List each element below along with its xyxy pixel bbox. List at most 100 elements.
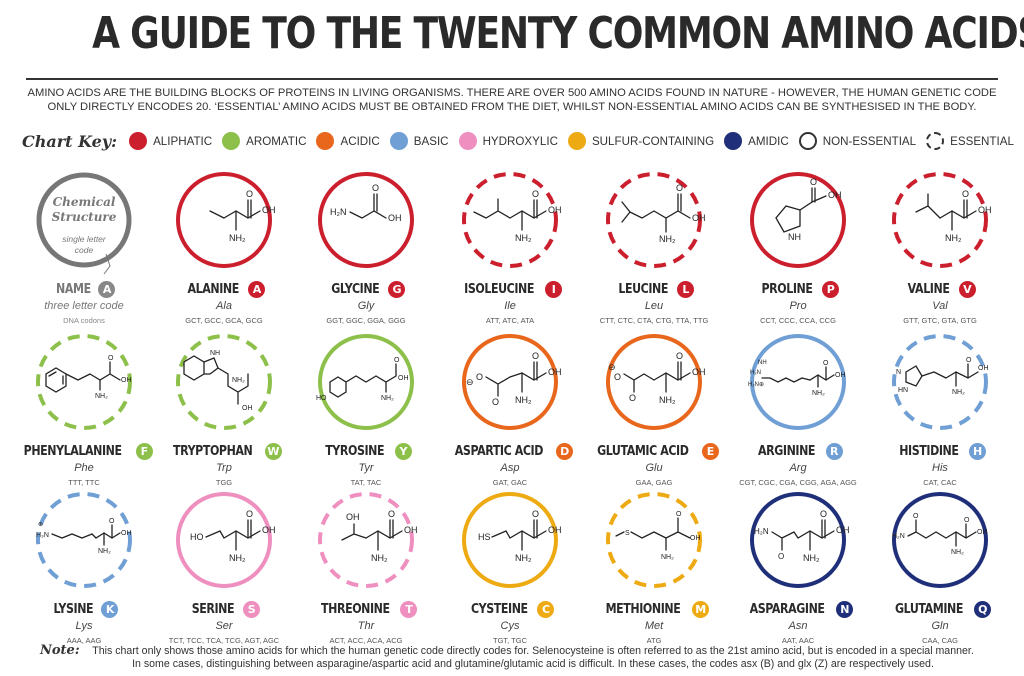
structure-icon: HS OH O NH₂ (462, 492, 562, 588)
acid-name-text: ASPARAGINE (749, 602, 825, 617)
svg-text:O: O (532, 351, 539, 361)
key-swatch-icon (567, 132, 586, 150)
letter-badge: A (248, 281, 266, 298)
letter-badge: I (545, 281, 563, 298)
chart-key: Chart Key: ALIPHATIC AROMATIC ACIDIC BASIC H… (22, 128, 1014, 154)
acid-name-text: VALINE (908, 282, 950, 297)
structure-icon: H₃N ⊕ OH O NH₂ (36, 492, 132, 588)
acid-name-text: ALANINE (187, 282, 239, 297)
svg-text:OH: OH (262, 525, 276, 535)
dna-codons: CGT, CGC, CGA, CGG, AGA, AGG (739, 478, 857, 487)
legend-name: NAME A (4, 281, 164, 298)
three-letter-code: Asp (500, 462, 520, 474)
key-item-essential: ESSENTIAL (926, 132, 1014, 150)
svg-text:HN: HN (898, 387, 908, 394)
acid-name: ALANINE A (144, 281, 304, 298)
acid-name-text: ASPARTIC ACID (454, 444, 544, 459)
svg-text:O: O (810, 177, 817, 187)
dna-codons: TGT, TGC (492, 636, 528, 645)
three-letter-code: Ile (504, 300, 516, 312)
dna-codons: AAT, AAC (781, 636, 815, 645)
dna-codons: TCT, TCC, TCA, TCG, AGT, AGC (168, 636, 280, 645)
svg-text:O: O (246, 189, 253, 199)
letter-badge: T (400, 601, 418, 618)
svg-text:OH: OH (978, 365, 989, 372)
structure-icon: S OH O NH₂ (606, 492, 702, 588)
svg-text:O: O (388, 509, 395, 519)
letter-badge: Q (974, 601, 992, 618)
key-label: ALIPHATIC (153, 134, 213, 148)
acid-name: ASPARTIC ACID D (430, 443, 590, 460)
key-swatch-icon (724, 132, 743, 150)
svg-text:⊖: ⊖ (466, 377, 474, 387)
svg-text:NH₂: NH₂ (952, 389, 965, 396)
dna-codons: GTT, GTC, GTA, GTG (903, 316, 977, 325)
svg-text:H₂N: H₂N (330, 207, 347, 217)
key-label: AROMATIC (246, 134, 307, 148)
legend-title-2: Structure (52, 210, 117, 224)
letter-badge: V (958, 281, 976, 298)
three-letter-code: Arg (789, 462, 807, 474)
acid-name-text: LYSINE (53, 602, 93, 617)
structure-icon: OH O NH₂ (606, 172, 706, 268)
acid-name: THREONINE T (286, 601, 446, 618)
acid-name-text: SERINE (191, 602, 235, 617)
structure-icon: OH O NH₂ (892, 172, 992, 268)
three-letter-code: Trp (216, 462, 232, 474)
svg-text:O: O (614, 372, 621, 382)
letter-badge: S (242, 601, 260, 618)
key-label: ACIDIC (340, 134, 380, 148)
three-letter-code: His (932, 462, 948, 474)
svg-text:NH: NH (788, 232, 801, 242)
dna-codons: TGG (215, 478, 233, 487)
three-letter-code: Pro (789, 300, 807, 312)
letter-badge: P (822, 281, 839, 298)
svg-text:NH: NH (758, 360, 767, 366)
dna-codons: CTT, CTC, CTA, CTG, TTA, TTG (599, 316, 709, 325)
acid-name-text: GLUTAMINE (894, 602, 963, 617)
acid-name: SERINE S (144, 601, 304, 618)
dna-codons: TAT, TAC (350, 478, 382, 487)
dna-codons: GAT, GAC (492, 478, 528, 487)
acid-name: LYSINE K (4, 601, 164, 618)
dna-codons: TTT, TTC (68, 478, 100, 487)
svg-text:OH: OH (262, 205, 276, 215)
svg-text:OH: OH (121, 377, 132, 384)
three-letter-code: Ala (216, 300, 232, 312)
svg-text:O: O (820, 509, 827, 519)
three-letter-code: Glu (645, 462, 663, 474)
acid-name: ASPARAGINE N (718, 601, 878, 618)
three-letter-code: Leu (644, 300, 664, 312)
note-line-2: In some cases, distinguishing between as… (132, 658, 934, 670)
svg-text:O: O (532, 509, 539, 519)
svg-text:O: O (532, 189, 539, 199)
svg-text:O: O (676, 183, 683, 193)
acid-name-text: TYROSINE (325, 444, 385, 459)
three-letter-code: Met (644, 620, 664, 632)
dna-codons: GCT, GCC, GCA, GCG (185, 316, 263, 325)
structure-icon: OH O NH₂ (36, 334, 132, 430)
dna-codons: CAT, CAC (923, 478, 957, 487)
letter-badge: Y (394, 443, 412, 460)
acid-name: TRYPTOPHAN W (144, 443, 304, 460)
letter-badge: F (135, 443, 153, 460)
svg-text:NH₂: NH₂ (371, 553, 388, 563)
acid-name-text: HISTIDINE (899, 444, 959, 459)
svg-text:H₂N: H₂N (750, 370, 761, 376)
acid-name: TYROSINE Y (286, 443, 446, 460)
legend-sub-2: code (75, 245, 94, 255)
intro-line-2: ONLY DIRECTLY ENCODES 20. ‘ESSENTIAL’ AM… (47, 101, 977, 113)
acid-name-text: PHENYLALANINE (24, 444, 122, 459)
structure-icon: HO OH O NH₂ (176, 492, 276, 588)
acid-name-text: TRYPTOPHAN (173, 444, 253, 459)
svg-text:O: O (676, 511, 682, 518)
svg-text:H₃N: H₃N (36, 532, 49, 539)
svg-text:OH: OH (690, 535, 701, 542)
svg-text:NH₂: NH₂ (515, 233, 532, 243)
svg-text:O: O (394, 357, 400, 364)
acid-name-text: ARGININE (758, 444, 816, 459)
structure-icon: OH OH O NH₂ (318, 492, 418, 588)
dna-codons: GGT, GGC, GGA, GGG (326, 316, 406, 325)
intro-line-1: AMINO ACIDS ARE THE BUILDING BLOCKS OF P… (27, 87, 997, 99)
